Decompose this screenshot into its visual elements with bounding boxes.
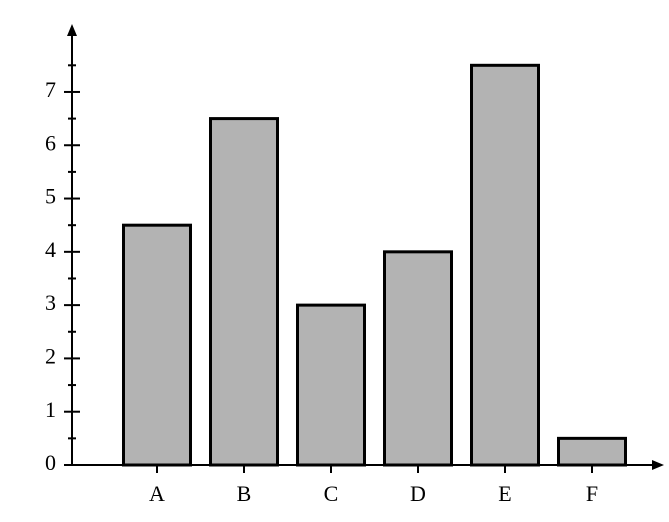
y-tick-label: 6 — [45, 130, 56, 155]
bar — [122, 223, 192, 467]
y-tick-label: 5 — [45, 184, 56, 209]
y-tick-label: 0 — [45, 450, 56, 475]
y-tick-label: 7 — [45, 77, 56, 102]
x-tick-label: C — [324, 481, 339, 506]
bar — [209, 117, 279, 467]
x-tick-label: F — [586, 481, 598, 506]
x-axis-arrow — [652, 460, 664, 470]
bar — [296, 303, 366, 467]
x-tick-label: E — [498, 481, 511, 506]
bar — [383, 250, 453, 467]
bar — [470, 63, 540, 467]
y-axis-arrow — [67, 24, 77, 36]
x-tick-label: B — [237, 481, 252, 506]
x-tick-label: D — [410, 481, 426, 506]
y-tick-label: 4 — [45, 237, 56, 262]
x-tick-label: A — [149, 481, 165, 506]
y-tick-label: 2 — [45, 343, 56, 368]
bar — [557, 436, 627, 467]
y-tick-label: 3 — [45, 290, 56, 315]
y-tick-label: 1 — [45, 397, 56, 422]
